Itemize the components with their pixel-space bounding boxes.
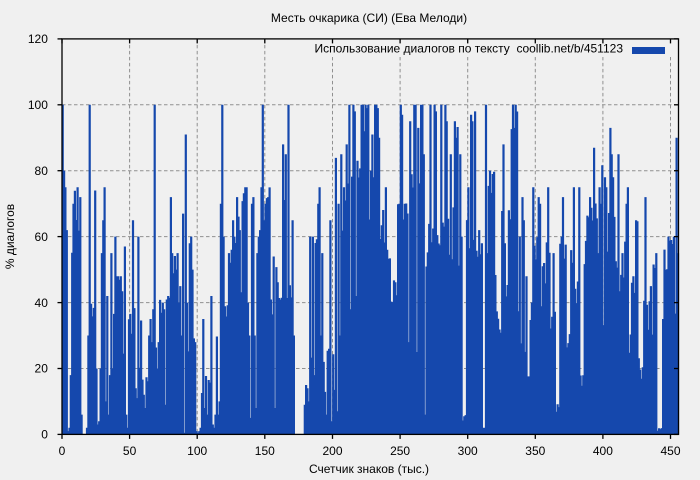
svg-text:120: 120 (28, 32, 48, 46)
svg-text:350: 350 (525, 444, 545, 458)
svg-text:200: 200 (322, 444, 342, 458)
svg-text:250: 250 (390, 444, 410, 458)
svg-text:0: 0 (41, 428, 48, 442)
svg-text:Использование диалогов по текс: Использование диалогов по тексту coollib… (314, 41, 623, 55)
svg-text:50: 50 (123, 444, 137, 458)
svg-text:100: 100 (28, 98, 48, 112)
svg-text:100: 100 (187, 444, 207, 458)
svg-text:400: 400 (593, 444, 613, 458)
svg-text:80: 80 (35, 164, 49, 178)
svg-text:Месть очкарика (СИ) (Ева Мелод: Месть очкарика (СИ) (Ева Мелоди) (271, 11, 467, 25)
svg-text:0: 0 (59, 444, 66, 458)
svg-text:% диалогов: % диалогов (3, 204, 17, 269)
svg-text:150: 150 (255, 444, 275, 458)
svg-text:20: 20 (35, 362, 49, 376)
svg-text:300: 300 (458, 444, 478, 458)
svg-text:60: 60 (35, 230, 49, 244)
svg-text:40: 40 (35, 296, 49, 310)
svg-text:450: 450 (660, 444, 680, 458)
svg-text:Счетчик знаков (тыс.): Счетчик знаков (тыс.) (309, 462, 429, 476)
